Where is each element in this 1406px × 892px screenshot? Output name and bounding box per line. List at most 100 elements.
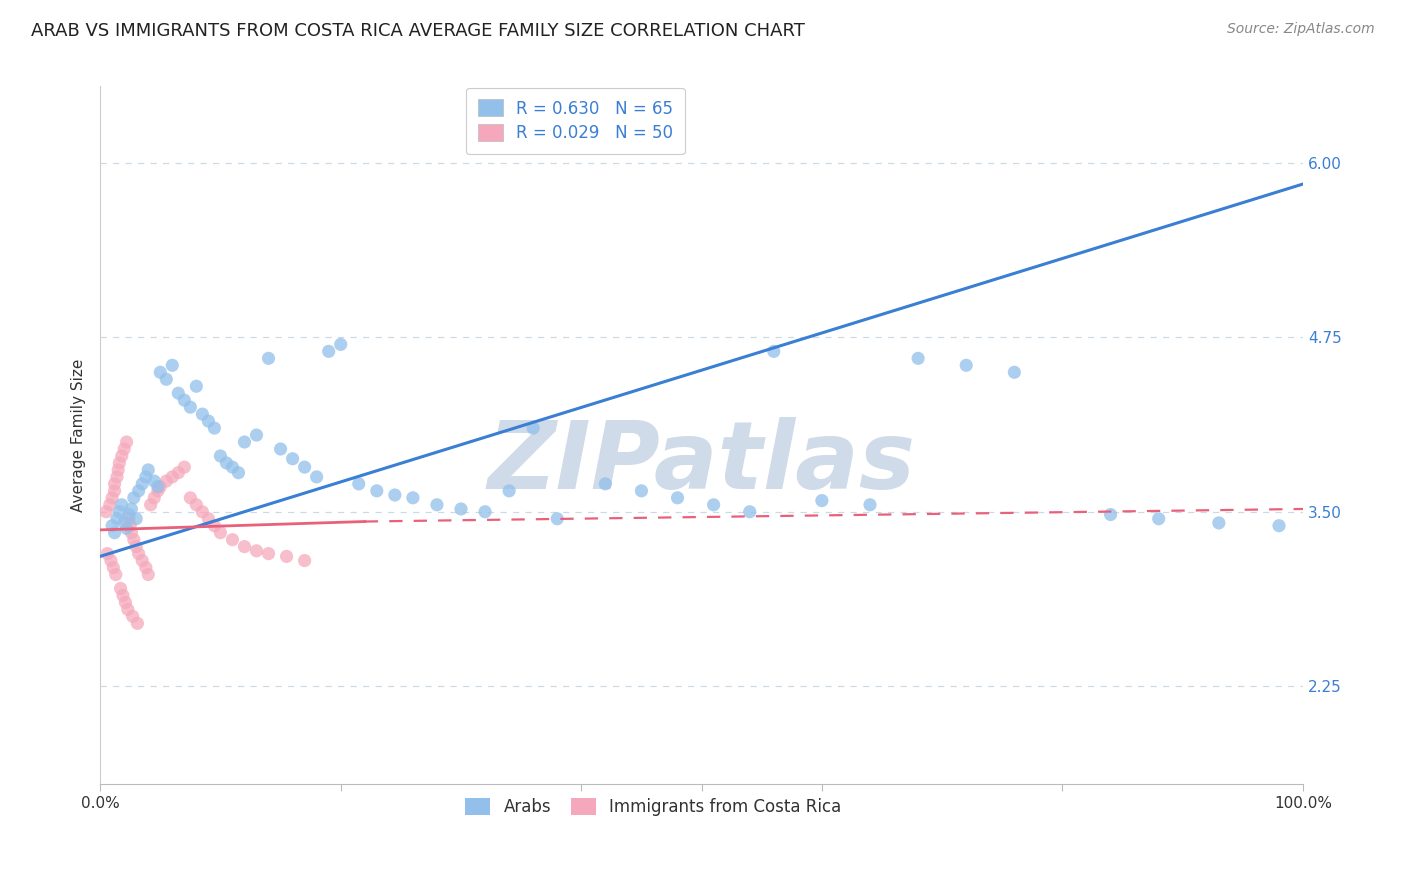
Point xyxy=(122,491,145,505)
Point xyxy=(191,407,214,421)
Point xyxy=(294,460,316,475)
Point xyxy=(703,498,725,512)
Point xyxy=(118,508,141,522)
Point xyxy=(167,466,190,480)
Point xyxy=(149,480,172,494)
Point xyxy=(955,359,977,373)
Point xyxy=(146,483,169,498)
Point xyxy=(257,351,280,366)
Point xyxy=(115,521,138,535)
Point xyxy=(100,553,122,567)
Point xyxy=(245,428,267,442)
Point xyxy=(139,498,162,512)
Point xyxy=(245,544,267,558)
Point xyxy=(143,491,166,505)
Point xyxy=(318,344,340,359)
Point xyxy=(103,560,125,574)
Point xyxy=(105,470,128,484)
Point xyxy=(101,491,124,505)
Point xyxy=(186,498,208,512)
Point xyxy=(257,547,280,561)
Point xyxy=(294,553,316,567)
Point xyxy=(103,476,125,491)
Point xyxy=(101,518,124,533)
Point xyxy=(276,549,298,564)
Point xyxy=(173,460,195,475)
Point xyxy=(402,491,425,505)
Point xyxy=(146,480,169,494)
Point xyxy=(162,470,184,484)
Point xyxy=(103,483,125,498)
Point xyxy=(121,609,143,624)
Point xyxy=(167,386,190,401)
Point xyxy=(155,474,177,488)
Point xyxy=(233,540,256,554)
Point xyxy=(595,476,617,491)
Point xyxy=(329,337,352,351)
Point xyxy=(1147,512,1170,526)
Point xyxy=(120,525,142,540)
Point xyxy=(143,474,166,488)
Point xyxy=(498,483,520,498)
Point xyxy=(115,435,138,450)
Point xyxy=(233,435,256,450)
Point xyxy=(103,525,125,540)
Legend: Arabs, Immigrants from Costa Rica: Arabs, Immigrants from Costa Rica xyxy=(457,789,851,824)
Point xyxy=(546,512,568,526)
Point xyxy=(135,470,157,484)
Point xyxy=(426,498,449,512)
Point xyxy=(131,553,153,567)
Point xyxy=(859,498,882,512)
Point xyxy=(630,483,652,498)
Point xyxy=(1268,518,1291,533)
Text: ARAB VS IMMIGRANTS FROM COSTA RICA AVERAGE FAMILY SIZE CORRELATION CHART: ARAB VS IMMIGRANTS FROM COSTA RICA AVERA… xyxy=(31,22,804,40)
Point xyxy=(202,518,225,533)
Point xyxy=(98,498,121,512)
Point xyxy=(111,589,134,603)
Point xyxy=(281,451,304,466)
Point xyxy=(209,449,232,463)
Point xyxy=(128,547,150,561)
Point xyxy=(270,442,292,456)
Point xyxy=(186,379,208,393)
Point xyxy=(811,493,834,508)
Point xyxy=(221,533,243,547)
Point xyxy=(191,505,214,519)
Text: ZIPatlas: ZIPatlas xyxy=(488,417,915,509)
Point xyxy=(173,393,195,408)
Point xyxy=(179,491,201,505)
Point xyxy=(108,505,131,519)
Point xyxy=(125,540,148,554)
Point xyxy=(228,466,250,480)
Point xyxy=(110,582,132,596)
Point xyxy=(107,463,129,477)
Point xyxy=(125,512,148,526)
Point xyxy=(105,512,128,526)
Point xyxy=(522,421,544,435)
Point xyxy=(197,512,219,526)
Point xyxy=(149,365,172,379)
Point xyxy=(450,502,472,516)
Y-axis label: Average Family Size: Average Family Size xyxy=(72,359,86,512)
Point xyxy=(136,567,159,582)
Point xyxy=(762,344,785,359)
Point xyxy=(202,421,225,435)
Point xyxy=(215,456,238,470)
Point xyxy=(384,488,406,502)
Point xyxy=(209,525,232,540)
Point xyxy=(907,351,929,366)
Point xyxy=(120,518,142,533)
Point xyxy=(197,414,219,428)
Point xyxy=(117,602,139,616)
Text: Source: ZipAtlas.com: Source: ZipAtlas.com xyxy=(1227,22,1375,37)
Point xyxy=(221,460,243,475)
Point xyxy=(114,595,136,609)
Point xyxy=(112,442,135,456)
Point xyxy=(162,359,184,373)
Point xyxy=(108,456,131,470)
Point xyxy=(179,400,201,414)
Point xyxy=(120,502,142,516)
Point xyxy=(112,516,135,530)
Point xyxy=(111,498,134,512)
Point xyxy=(127,616,149,631)
